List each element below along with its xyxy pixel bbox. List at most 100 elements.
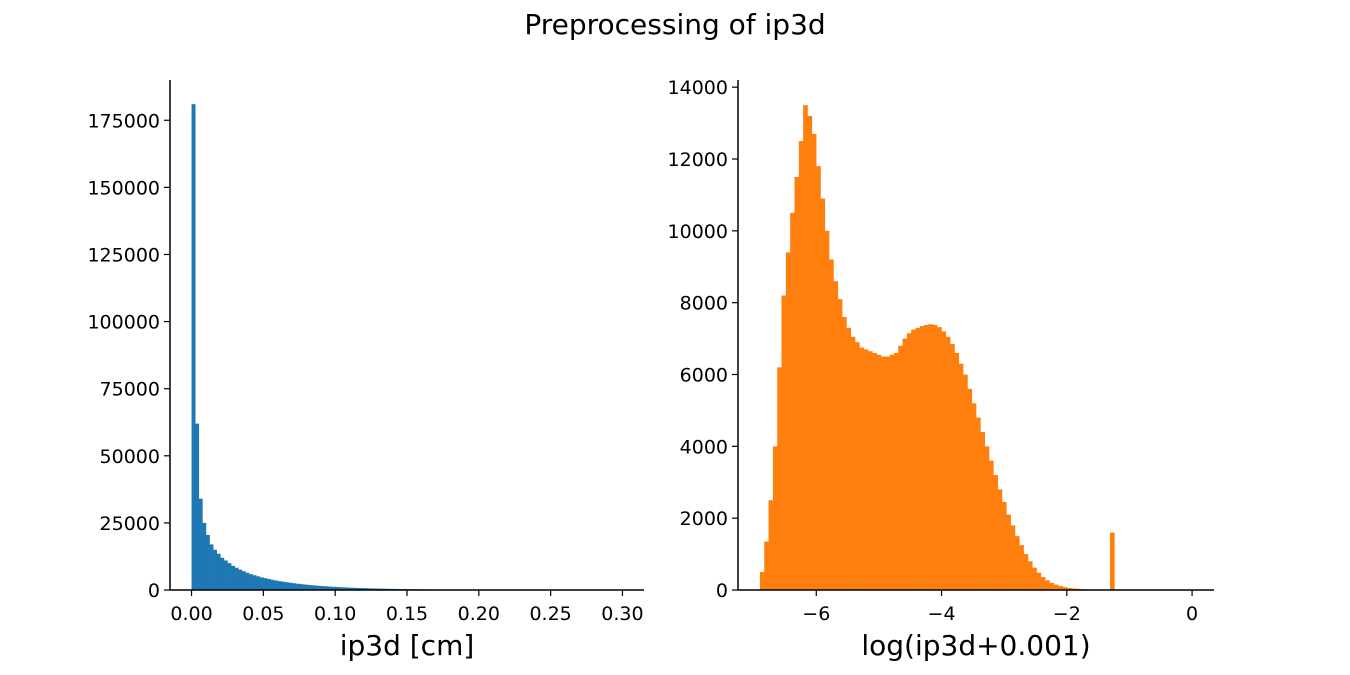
left-histogram-bar	[371, 588, 376, 590]
right-histogram-bar	[859, 347, 864, 590]
right-histogram-bar	[777, 367, 782, 590]
left-histogram-bar	[367, 588, 372, 590]
right-histogram-bar	[855, 342, 860, 590]
left-x-axis-label: ip3d [cm]	[340, 629, 475, 662]
left-histogram-bar	[209, 544, 214, 590]
right-histogram-bar	[790, 212, 795, 590]
right-histogram-bar	[837, 299, 843, 590]
right-histogram-bar	[902, 338, 908, 590]
left-x-tick-label: 0.20	[458, 603, 500, 625]
right-histogram-bar	[997, 489, 1003, 590]
right-histogram-bar	[764, 541, 769, 590]
right-histogram-bar	[772, 446, 778, 590]
right-histogram-bar	[967, 388, 973, 590]
right-histogram-bar	[1027, 561, 1033, 590]
right-x-tick-label: −2	[1053, 603, 1081, 625]
figure-title: Preprocessing of ip3d	[524, 8, 826, 41]
right-histogram-bar	[915, 327, 921, 590]
right-histogram-bar	[984, 446, 990, 590]
left-histogram-bar	[263, 578, 268, 590]
right-histogram-bar	[1071, 588, 1076, 590]
left-x-tick-label: 0.30	[601, 603, 643, 625]
right-histogram-bar	[867, 351, 873, 590]
right-histogram-bar	[1001, 502, 1007, 590]
left-histogram-bar	[345, 587, 350, 590]
right-histogram-bar	[820, 198, 826, 590]
right-histogram-bar	[988, 460, 994, 590]
right-histogram-bar	[1045, 580, 1050, 590]
right-histogram-bar	[833, 281, 839, 590]
left-histogram-bar	[202, 522, 207, 590]
right-histogram-bar	[1062, 587, 1068, 590]
right-histogram-bar	[906, 333, 912, 590]
right-histogram-bar	[816, 166, 821, 590]
left-histogram-bar	[216, 553, 221, 590]
left-y-tick-label: 125000	[87, 244, 160, 266]
left-histogram-bar	[220, 557, 225, 590]
left-histogram-bar	[266, 578, 271, 590]
right-histogram-bar	[885, 356, 890, 590]
right-y-tick-label: 0	[716, 580, 728, 602]
right-histogram-bar	[1109, 532, 1115, 590]
right-histogram-bar	[872, 352, 877, 590]
right-histogram-bar	[1066, 587, 1072, 590]
right-histogram-bar	[976, 417, 981, 590]
right-histogram-bar	[950, 343, 955, 590]
left-histogram-bar	[213, 549, 218, 590]
right-histogram-bar	[1019, 545, 1024, 590]
left-histogram-bar	[205, 534, 210, 590]
left-histogram-bar	[223, 560, 228, 590]
right-y-tick-label: 4000	[680, 436, 728, 458]
left-histogram-bar	[295, 583, 300, 590]
right-histogram-bar	[803, 105, 808, 590]
right-histogram-bar	[1010, 525, 1016, 590]
left-y-tick-label: 100000	[87, 312, 160, 334]
left-histogram-bar	[360, 588, 365, 590]
left-x-tick-label: 0.15	[386, 603, 428, 625]
right-histogram-bar	[876, 354, 882, 590]
left-histogram-bar	[328, 586, 332, 590]
left-y-tick-label: 50000	[100, 446, 160, 468]
right-histogram-bar	[954, 352, 960, 590]
left-histogram-bar	[353, 587, 358, 590]
right-histogram-bar	[807, 115, 813, 591]
left-histogram-bar	[249, 574, 253, 590]
left-histogram-bar	[274, 580, 279, 590]
right-histogram-bar	[893, 352, 899, 590]
left-histogram-bar	[241, 571, 246, 590]
left-x-tick-label: 0.25	[529, 603, 571, 625]
right-x-tick-label: 0	[1186, 603, 1198, 625]
left-histogram-bar	[256, 576, 261, 590]
left-histogram-bar	[238, 569, 243, 590]
right-histogram-bar	[1058, 586, 1063, 590]
left-y-tick-label: 0	[148, 580, 160, 602]
right-x-tick-label: −4	[928, 603, 956, 625]
right-histogram-bar	[781, 295, 787, 590]
left-histogram-plot: 0 25000 50000 75000 100000 125000 150000 175000…	[87, 80, 644, 662]
right-histogram-bar	[1036, 572, 1042, 590]
right-histogram-bar	[993, 475, 998, 590]
left-histogram-bar	[288, 582, 293, 590]
left-histogram-bar	[252, 575, 257, 590]
right-x-tick-label: −6	[802, 603, 830, 625]
left-histogram-bar	[338, 587, 343, 590]
left-y-tick-label: 175000	[87, 110, 160, 132]
right-histogram-bar	[798, 141, 804, 590]
right-histogram-bar	[785, 252, 791, 590]
left-y-tick-label: 75000	[100, 379, 160, 401]
left-histogram-bar	[335, 586, 340, 590]
left-x-tick-label: 0.05	[242, 603, 284, 625]
right-histogram-bar	[937, 327, 942, 590]
left-histogram-bar	[320, 586, 325, 590]
right-histogram-bar	[924, 324, 929, 590]
right-histogram-plot: 0 2000 4000 6000 8000 10000 12000 14000 −6 −4 −2 0 l…	[668, 77, 1214, 662]
left-histogram-bar	[198, 498, 203, 590]
right-y-tick-label: 8000	[680, 293, 728, 315]
right-histogram-bar	[1006, 514, 1011, 590]
left-histogram-bar	[234, 567, 239, 590]
right-histogram-bar	[811, 133, 817, 590]
right-histogram-bar	[1049, 582, 1055, 590]
right-histogram-bar	[932, 324, 938, 590]
right-histogram-bar	[824, 230, 830, 590]
